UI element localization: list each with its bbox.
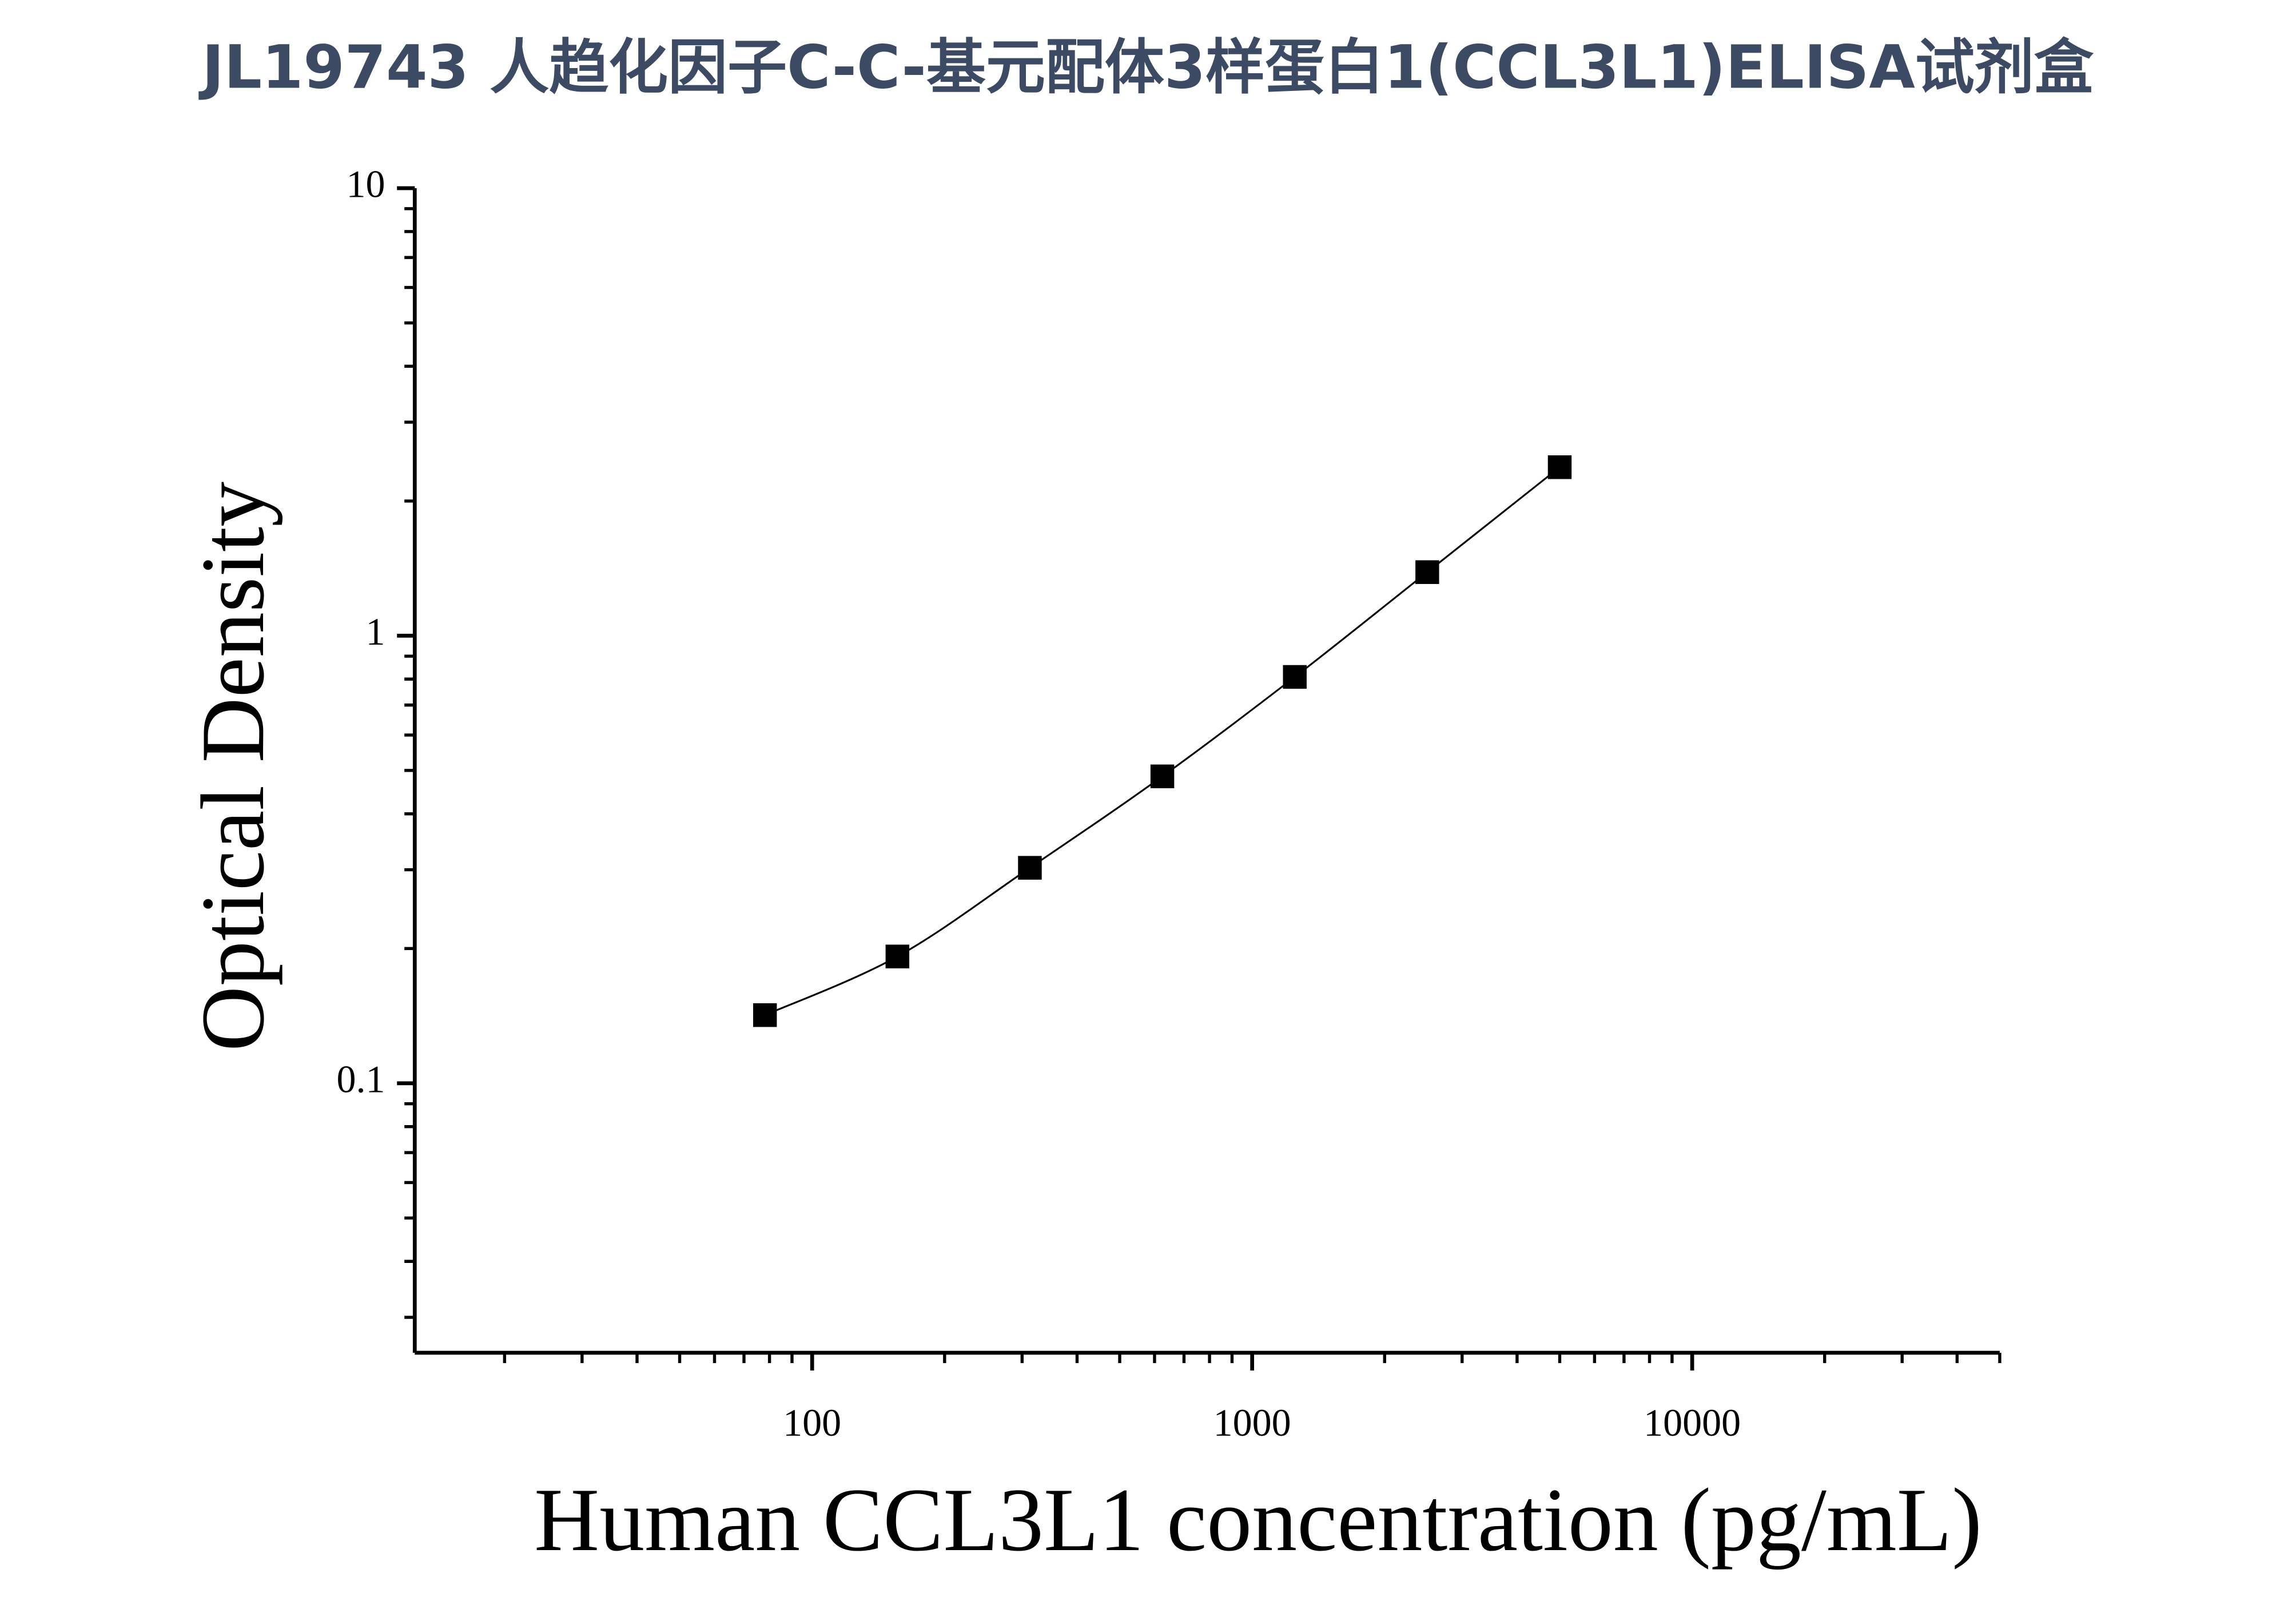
y-tick-label: 1 [365,610,385,653]
y-tick-label: 0.1 [336,1057,385,1101]
data-point [1547,455,1572,479]
x-tick-label: 10000 [1644,1401,1741,1444]
chart-title: JL19743 人趋化因子C-C-基元配体3样蛋白1(CCL3L1)ELISA试… [198,32,2094,102]
data-point [1150,764,1175,789]
data-point [753,1003,777,1027]
data-point [1415,560,1439,584]
fit-curve [765,466,1561,1016]
x-tick-label: 100 [783,1401,841,1444]
y-tick-label: 10 [346,162,385,206]
data-point [1018,856,1042,880]
y-axis-label: Optical Density [183,482,283,1051]
data-point [1283,665,1307,689]
x-axis-label: Human CCL3L1 concentration (pg/mL) [534,1470,1982,1570]
x-tick-label: 1000 [1213,1401,1291,1444]
data-point [885,944,910,968]
